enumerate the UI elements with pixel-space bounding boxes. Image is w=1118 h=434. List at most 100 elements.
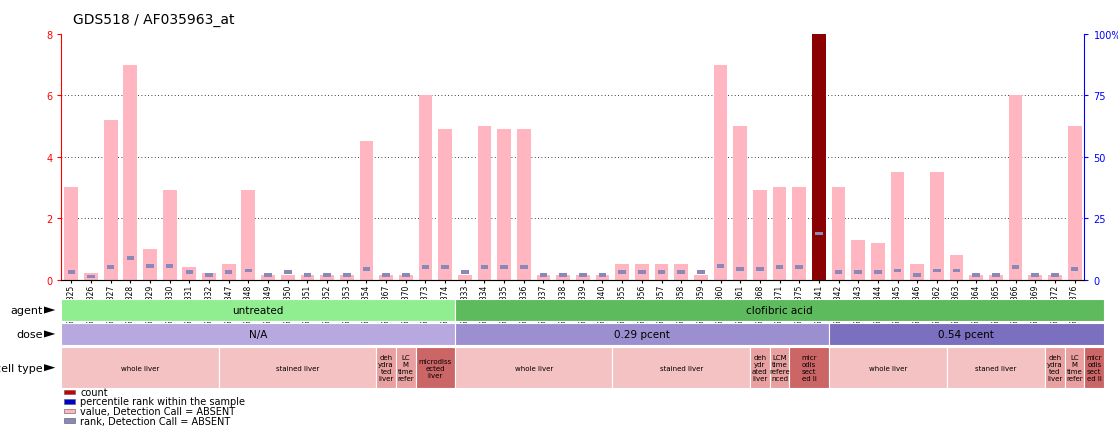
Bar: [713, 66, 728, 280]
Text: dose: dose: [16, 329, 42, 339]
Text: LCM
time
refere
nced: LCM time refere nced: [769, 354, 790, 381]
Bar: [596, 275, 609, 280]
Bar: [1071, 267, 1079, 271]
Bar: [776, 266, 784, 270]
Text: agent: agent: [10, 306, 42, 315]
Bar: [340, 275, 353, 280]
Bar: [953, 269, 960, 273]
Bar: [343, 273, 351, 277]
Text: count: count: [80, 387, 108, 397]
Bar: [225, 270, 233, 274]
Bar: [501, 266, 508, 270]
Bar: [559, 273, 567, 277]
Text: rank, Detection Call = ABSENT: rank, Detection Call = ABSENT: [80, 416, 230, 425]
Bar: [1012, 266, 1020, 270]
Bar: [934, 269, 940, 273]
Bar: [520, 266, 528, 270]
Bar: [795, 266, 803, 270]
Bar: [717, 264, 724, 268]
Text: microdiss
ected
liver: microdiss ected liver: [418, 358, 452, 378]
Bar: [241, 191, 255, 280]
Bar: [84, 274, 98, 280]
Bar: [540, 273, 547, 277]
Bar: [1029, 275, 1042, 280]
Bar: [557, 275, 570, 280]
Bar: [793, 188, 806, 280]
Bar: [418, 96, 433, 280]
Bar: [615, 265, 629, 280]
Polygon shape: [44, 307, 55, 314]
Bar: [284, 270, 292, 274]
Bar: [360, 142, 373, 280]
Bar: [1068, 127, 1081, 280]
Bar: [733, 127, 747, 280]
Bar: [910, 265, 925, 280]
Polygon shape: [44, 364, 55, 372]
Bar: [165, 264, 173, 268]
Bar: [635, 265, 648, 280]
Bar: [851, 240, 865, 280]
Text: deh
ydr
ated
liver: deh ydr ated liver: [752, 354, 768, 381]
Bar: [206, 273, 212, 277]
Bar: [186, 270, 193, 274]
Bar: [638, 270, 645, 274]
Bar: [694, 275, 708, 280]
Bar: [989, 275, 1003, 280]
Text: staned liver: staned liver: [975, 365, 1016, 371]
Bar: [1048, 275, 1062, 280]
Bar: [123, 66, 138, 280]
Text: GDS518 / AF035963_at: GDS518 / AF035963_at: [73, 13, 234, 27]
Text: stained liver: stained liver: [276, 365, 319, 371]
Bar: [754, 191, 767, 280]
Text: micr
odis
sect
ed li: micr odis sect ed li: [802, 354, 817, 381]
Text: 0.29 pcent: 0.29 pcent: [614, 329, 670, 339]
Text: deh
ydra
ted
liver: deh ydra ted liver: [378, 354, 394, 381]
Bar: [143, 249, 157, 280]
Bar: [812, 35, 826, 280]
Bar: [913, 273, 921, 277]
Bar: [599, 273, 606, 277]
Bar: [146, 264, 154, 268]
Text: N/A: N/A: [249, 329, 267, 339]
Text: percentile rank within the sample: percentile rank within the sample: [80, 397, 246, 406]
Bar: [891, 173, 904, 280]
Text: cell type: cell type: [0, 363, 42, 373]
Bar: [773, 188, 786, 280]
Bar: [949, 255, 964, 280]
Bar: [481, 266, 489, 270]
Bar: [221, 265, 236, 280]
Text: stained liver: stained liver: [660, 365, 703, 371]
Bar: [576, 275, 589, 280]
Bar: [1008, 96, 1023, 280]
Bar: [674, 265, 688, 280]
Bar: [579, 273, 587, 277]
Bar: [402, 273, 409, 277]
Bar: [442, 266, 449, 270]
Text: clofibric acid: clofibric acid: [746, 306, 813, 315]
Bar: [320, 275, 334, 280]
Bar: [163, 191, 177, 280]
Bar: [835, 270, 842, 274]
Bar: [992, 273, 999, 277]
Bar: [498, 130, 511, 280]
Bar: [301, 275, 314, 280]
Polygon shape: [44, 331, 55, 338]
Bar: [65, 188, 78, 280]
Bar: [697, 270, 704, 274]
Bar: [461, 270, 468, 274]
Bar: [382, 273, 390, 277]
Text: deh
ydra
ted
liver: deh ydra ted liver: [1048, 354, 1063, 381]
Bar: [421, 266, 429, 270]
Bar: [477, 127, 491, 280]
Bar: [854, 270, 862, 274]
Text: LC
M
time
refer: LC M time refer: [397, 354, 414, 381]
Text: whole liver: whole liver: [121, 365, 159, 371]
Bar: [815, 232, 823, 236]
Bar: [87, 275, 95, 279]
Bar: [304, 273, 311, 277]
Bar: [969, 275, 983, 280]
Bar: [202, 274, 216, 280]
Bar: [438, 130, 452, 280]
Bar: [737, 267, 743, 271]
Text: value, Detection Call = ABSENT: value, Detection Call = ABSENT: [80, 406, 236, 416]
